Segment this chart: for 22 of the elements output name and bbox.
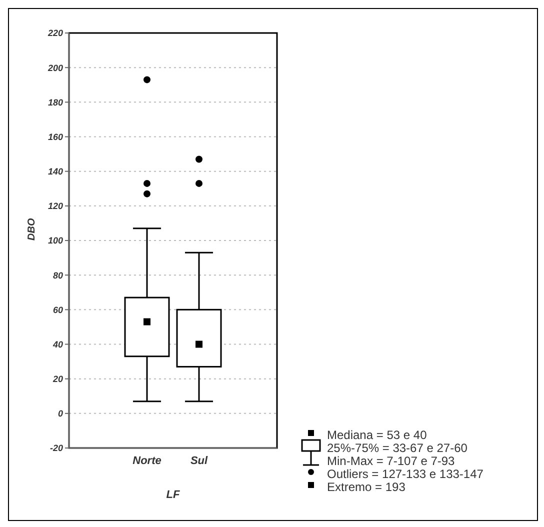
y-tick-label: 0 <box>58 408 63 419</box>
y-tick-label: 140 <box>48 166 63 177</box>
y-tick-label: 80 <box>52 270 63 280</box>
x-tick-label: Sul <box>190 454 208 467</box>
text: 25%-75% = 33-67 e 27-60 <box>327 441 468 455</box>
x-tick-label: Norte <box>132 454 162 467</box>
y-tick-label: 100 <box>48 236 63 246</box>
text: Min-Max = 7-107 e 7-93 <box>327 454 455 468</box>
y-axis-title: DBO <box>26 218 38 240</box>
y-tick-label: 200 <box>46 62 63 73</box>
y-tick-label: 220 <box>46 28 63 38</box>
y-tick-label: 20 <box>52 374 63 384</box>
text: Outliers = 127-133 e 133-147 <box>327 467 484 481</box>
y-tick-label: 60 <box>52 304 63 315</box>
text: Extremo = 193 <box>327 480 406 494</box>
y-tick-label: 180 <box>48 97 63 108</box>
y-tick-label: 160 <box>48 132 63 142</box>
y-tick-label: -20 <box>50 443 63 454</box>
text: Mediana = 53 e 40 <box>327 428 427 442</box>
y-tick-label: 120 <box>48 201 63 212</box>
y-tick-label: 40 <box>52 339 63 350</box>
x-axis-title: LF <box>166 489 180 501</box>
